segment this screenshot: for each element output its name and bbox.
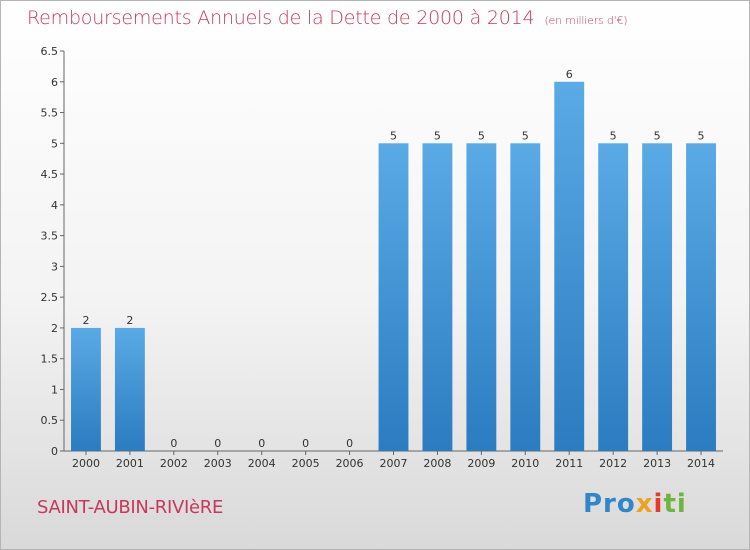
bars: 2 2 0 0 0 0 0 5 5 5 5 6 5 5 5 [71,68,716,452]
y-ticks: 0 0.5 1 1.5 2 2.5 3 3.5 4 4.5 5 5.5 6 6.5 [41,45,64,458]
bar [71,327,101,451]
y-tick-label: 2 [51,322,58,335]
y-tick-label: 1.5 [41,353,59,366]
y-tick-label: 4 [51,199,58,212]
y-tick-label: 1 [51,383,58,396]
bar-value-label: 5 [390,129,397,142]
y-tick-label: 5 [51,137,58,150]
x-tick-label: 2007 [380,457,408,470]
bar [114,327,145,451]
y-tick-label: 0.5 [41,414,59,427]
bar [378,143,409,452]
y-tick-label: 5.5 [41,107,59,120]
bar-value-label: 2 [126,314,133,327]
bar [422,143,453,452]
y-tick-label: 6 [51,76,58,89]
bar-value-label: 5 [478,129,485,142]
bar [598,143,629,452]
logo-part-1: Pro [583,489,636,519]
bar [510,143,541,452]
bar-value-label: 5 [434,129,441,142]
x-tick-label: 2009 [467,457,495,470]
title-unit: (en milliers d'€) [544,14,628,27]
x-tick-label: 2003 [204,457,232,470]
bar [554,81,585,452]
bar-value-label: 0 [302,437,309,450]
bar-value-label: 5 [698,129,705,142]
logo-part-2: x [635,489,654,519]
bar-value-label: 0 [214,437,221,450]
x-tick-label: 2001 [116,457,144,470]
logo-part-3: i [653,489,664,519]
bar-value-label: 6 [566,68,573,81]
bar [686,143,716,452]
x-tick-label: 2013 [643,457,671,470]
bar-value-label: 5 [654,129,661,142]
bar-value-label: 2 [82,314,89,327]
chart-title: Remboursements Annuels de la Dette de 20… [27,7,628,29]
bar-value-label: 5 [610,129,617,142]
y-tick-label: 2.5 [41,291,59,304]
x-ticks: 2000 2001 2002 2003 2004 2005 2006 2007 2008 2009… [72,451,715,470]
bar [466,143,497,452]
proxiti-logo[interactable]: Proxiti [583,489,687,519]
bar-value-label: 5 [522,129,529,142]
x-tick-label: 2011 [555,457,583,470]
x-tick-label: 2008 [423,457,451,470]
title-text: Remboursements Annuels de la Dette de 20… [27,7,535,29]
y-tick-label: 6.5 [41,45,59,58]
logo-part-4: ti [663,489,687,519]
bar [642,143,673,452]
x-tick-label: 2012 [599,457,627,470]
bar-value-label: 0 [346,437,353,450]
x-tick-label: 2006 [336,457,364,470]
y-tick-label: 3.5 [41,230,59,243]
x-tick-label: 2005 [292,457,320,470]
bar-value-label: 0 [170,437,177,450]
x-tick-label: 2010 [511,457,539,470]
x-tick-label: 2014 [687,457,715,470]
bar-value-label: 0 [258,437,265,450]
x-tick-label: 2000 [72,457,100,470]
y-tick-label: 4.5 [41,168,59,181]
x-tick-label: 2004 [248,457,276,470]
x-tick-label: 2002 [160,457,188,470]
y-tick-label: 3 [51,260,58,273]
commune-name: SAINT-AUBIN-RIVIèRE [37,497,224,518]
y-tick-label: 0 [51,445,58,458]
